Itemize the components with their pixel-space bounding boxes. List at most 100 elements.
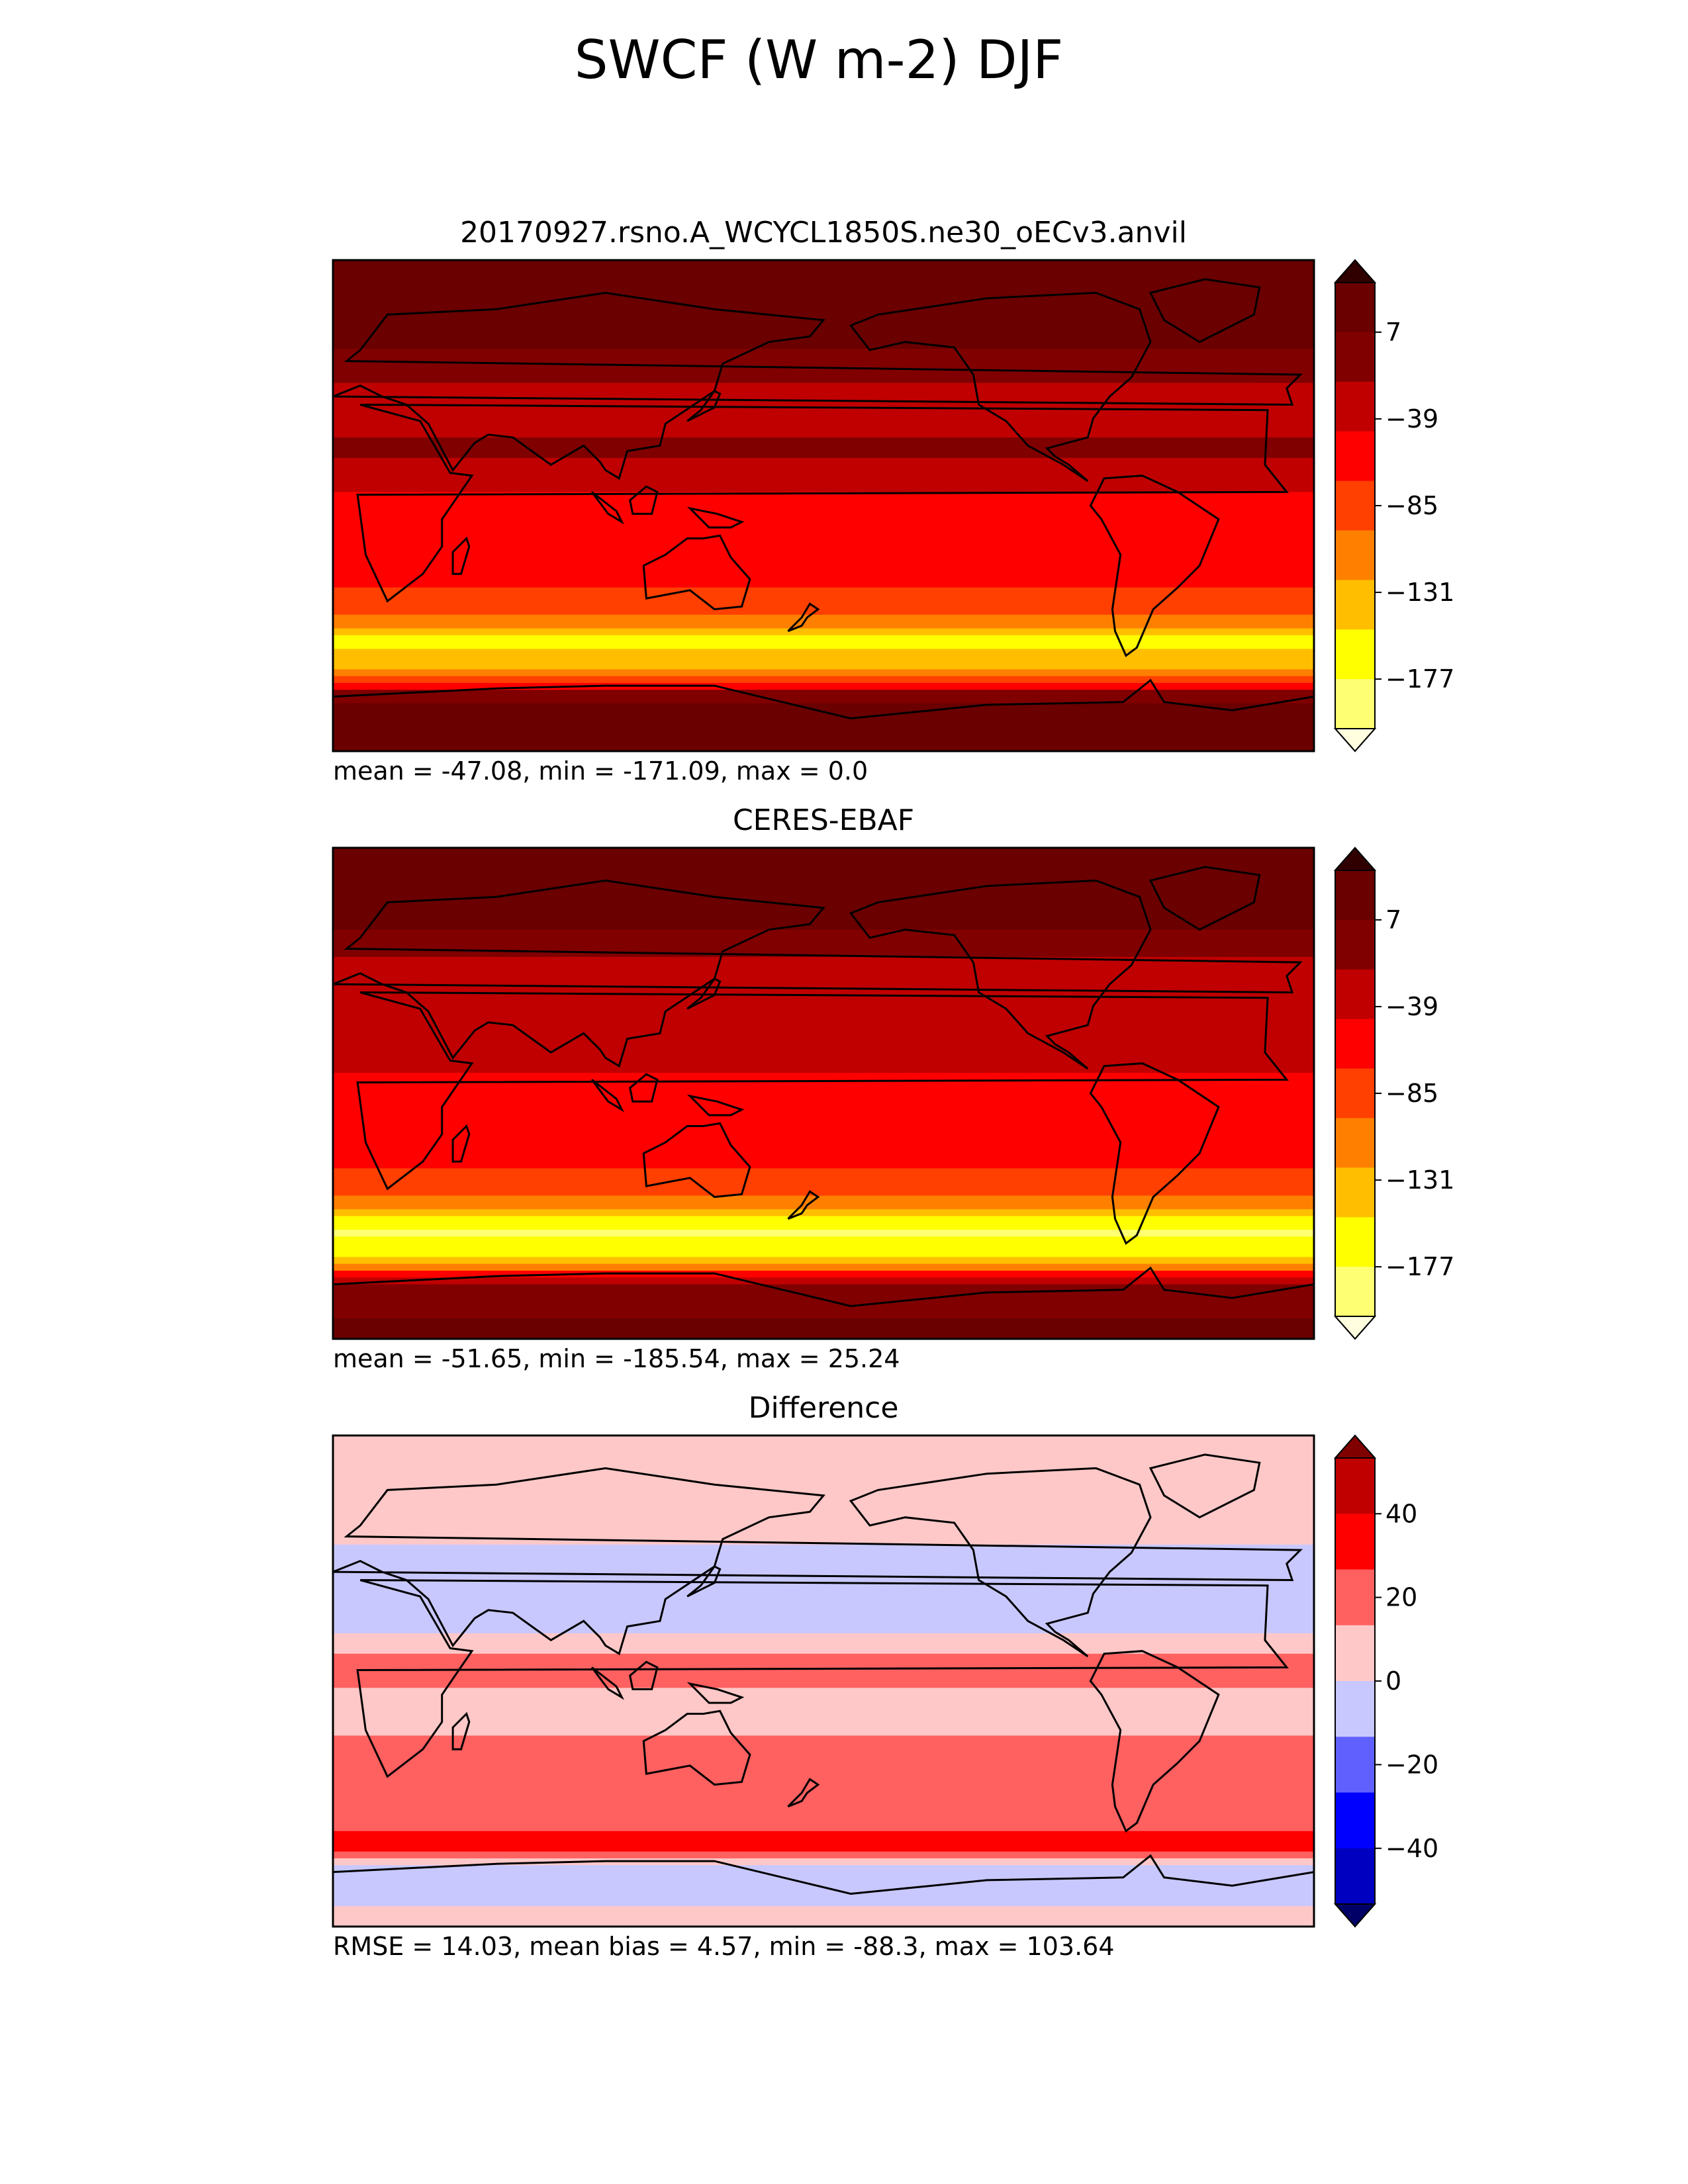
colorbar-tick-label: −85 <box>1385 491 1438 520</box>
coastline-antarctica <box>333 1266 1314 1339</box>
coastline-japan <box>686 1565 722 1598</box>
field-band <box>333 1435 1314 1443</box>
coastline-new-zealand <box>787 1778 820 1807</box>
colorbar-tick-label: −177 <box>1385 1252 1454 1281</box>
colorbar-box <box>1335 332 1375 383</box>
field-band <box>333 690 1314 698</box>
field-band <box>333 1640 1314 1648</box>
colorbar: 7 −39 −85 −131 −177 <box>1333 846 1454 1340</box>
field-band <box>333 929 1314 937</box>
field-band <box>333 1783 1314 1791</box>
field-band <box>333 1647 1314 1655</box>
colorbar-box <box>1335 1068 1375 1118</box>
field-band <box>333 308 1314 316</box>
colorbar-box <box>1335 1514 1375 1570</box>
colorbar-extend-max <box>1333 259 1377 283</box>
field-band <box>333 997 1314 1006</box>
colorbar-outline <box>1335 1434 1376 1928</box>
field-band <box>333 273 1314 281</box>
field-band <box>333 1674 1314 1682</box>
colorbar-box <box>1335 1267 1375 1317</box>
field-band <box>333 389 1314 398</box>
colorbar-tick-label: −177 <box>1385 664 1454 694</box>
field-band <box>333 1250 1314 1258</box>
field-band <box>333 943 1314 951</box>
field-band <box>333 512 1314 520</box>
field-band <box>333 1093 1314 1101</box>
coastline-greenland <box>1149 278 1261 343</box>
colorbar-tick-label: 7 <box>1385 905 1401 934</box>
colorbar-extend-min <box>1333 1316 1377 1340</box>
colorbar-box <box>1335 1167 1375 1218</box>
field-band <box>333 1544 1314 1553</box>
field-band <box>333 1715 1314 1723</box>
panel-title: Difference <box>749 1391 899 1425</box>
field-band <box>333 1209 1314 1217</box>
field-band <box>333 628 1314 636</box>
field-band <box>333 1626 1314 1634</box>
colorbar-tick-label: −131 <box>1385 578 1454 607</box>
coastline-africa <box>356 404 1289 603</box>
colorbar-tick-label: 0 <box>1385 1666 1401 1696</box>
coastline-new-guinea <box>686 506 745 529</box>
field-band <box>333 1005 1314 1013</box>
field-band <box>333 1236 1314 1244</box>
field-band <box>333 1311 1314 1320</box>
colorbar-tick-label: −40 <box>1385 1834 1438 1863</box>
colorbar-tick-label: −20 <box>1385 1750 1438 1779</box>
coastlines <box>333 278 1314 751</box>
field-band <box>333 1797 1314 1805</box>
field-band <box>333 1769 1314 1778</box>
field-band <box>333 1175 1314 1183</box>
field-band <box>333 1052 1314 1060</box>
field-band <box>333 1667 1314 1675</box>
field-band <box>333 300 1314 309</box>
coastline-madagascar <box>451 1711 471 1751</box>
field-band <box>333 1243 1314 1251</box>
field-band <box>333 744 1314 751</box>
colorbar-box <box>1335 969 1375 1020</box>
colorbar-box <box>1335 1625 1375 1682</box>
map-frame <box>332 1434 1315 1928</box>
field-band <box>333 383 1314 390</box>
field-band <box>333 1585 1314 1594</box>
coastline-south-america <box>1089 1650 1220 1833</box>
field-band <box>333 287 1314 295</box>
field-band <box>333 1079 1314 1087</box>
colorbar-box <box>1335 1118 1375 1168</box>
field-band <box>333 1127 1314 1135</box>
colorbar-tick-label: −131 <box>1385 1165 1454 1195</box>
field-band <box>333 444 1314 452</box>
colorbar-box <box>1335 431 1375 482</box>
field-band <box>333 533 1314 541</box>
coastline-new-guinea <box>686 1094 745 1116</box>
field-band <box>333 314 1314 322</box>
coastline-japan <box>686 389 722 422</box>
coastline-north-america <box>849 1467 1152 1658</box>
field-band <box>333 1455 1314 1464</box>
field-band <box>333 1476 1314 1484</box>
coastlines <box>333 1453 1314 1927</box>
field-band <box>333 1906 1314 1914</box>
field-band <box>333 601 1314 609</box>
colorbar: 40 20 0 −20 −40 <box>1333 1434 1438 1928</box>
field-band <box>333 1291 1314 1299</box>
field-band <box>333 621 1314 629</box>
colorbar-box <box>1335 1737 1375 1793</box>
coastline-new-zealand <box>787 1190 820 1220</box>
field-band <box>333 1803 1314 1811</box>
coastline-australia <box>642 1709 751 1786</box>
field-band <box>333 1483 1314 1491</box>
figure-title: SWCF (W m-2) DJF <box>575 29 1063 91</box>
field-band <box>333 1086 1314 1094</box>
coastline-australia <box>642 534 751 611</box>
coastline-new-zealand <box>787 602 820 632</box>
field-band <box>333 1558 1314 1566</box>
field-band <box>333 376 1314 384</box>
field-band <box>333 1202 1314 1210</box>
field-band <box>333 1537 1314 1545</box>
field-band <box>333 430 1314 438</box>
colorbar-box <box>1335 870 1375 921</box>
field-band <box>333 1831 1314 1839</box>
